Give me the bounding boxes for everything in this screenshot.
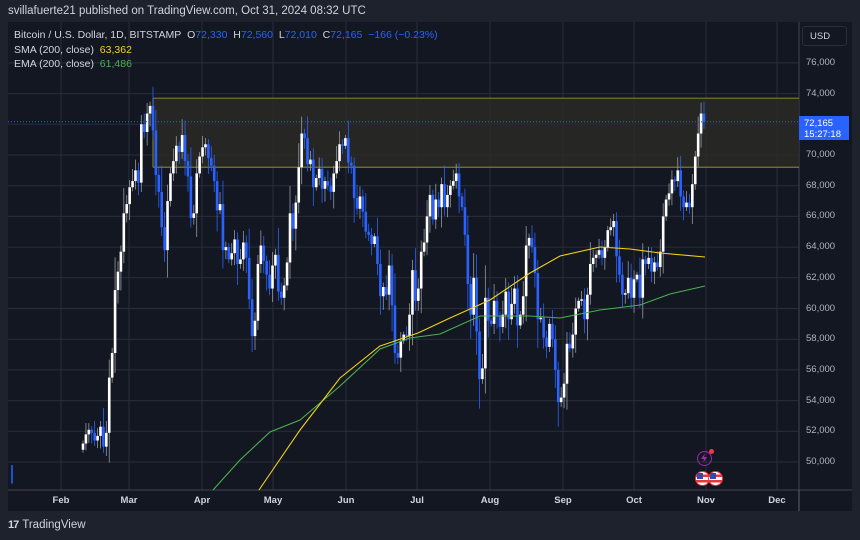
symbol-name: Bitcoin / U.S. Dollar, 1D, BITSTAMP (14, 29, 182, 41)
price-label: 66,000 (806, 210, 836, 222)
close-value: 72,165 (330, 29, 363, 41)
price-label: 58,000 (806, 333, 836, 345)
open-label: O (187, 29, 196, 41)
resistance-zone (153, 98, 799, 168)
time-label: Jun (337, 495, 355, 506)
sma-line (258, 246, 706, 491)
time-label: Feb (52, 495, 70, 506)
high-value: 72,560 (240, 29, 273, 41)
time-label: Aug (480, 495, 500, 506)
footer: 17 TradingView (8, 519, 86, 531)
brand-name[interactable]: TradingView (22, 519, 86, 531)
price-label: 62,000 (806, 271, 836, 283)
notification-dot (709, 449, 714, 454)
price-label: 68,000 (806, 179, 836, 191)
price-label: 54,000 (806, 394, 836, 406)
flag-canton (710, 473, 716, 479)
change-value: −166 (−0.23%) (368, 29, 438, 41)
price-label: 50,000 (806, 456, 836, 467)
time-label: Mar (120, 495, 138, 506)
chart-pane[interactable] (8, 22, 852, 511)
price-label: 64,000 (806, 241, 836, 253)
price-label: 70,000 (806, 149, 836, 160)
time-label: Dec (768, 495, 786, 506)
chart-legend: Bitcoin / U.S. Dollar, 1D, BITSTAMP O72,… (14, 28, 438, 72)
sma-label: SMA (200, close) (14, 43, 94, 56)
ema-legend[interactable]: EMA (200, close) 61,486 (14, 57, 438, 72)
sma-value: 63,362 (99, 43, 132, 56)
ema-label: EMA (200, close) (14, 58, 94, 70)
ema-value: 61,486 (99, 58, 132, 70)
lightning-event-icon[interactable] (697, 449, 714, 466)
bar-countdown: 15:27:18 (804, 129, 841, 140)
price-label: 52,000 (806, 425, 836, 437)
low-label: L (278, 29, 285, 41)
low-value: 72,010 (284, 29, 317, 41)
lightning-icon (701, 453, 707, 463)
sma-legend[interactable]: SMA (200, close) 63,362 (14, 43, 438, 58)
current-price-tag: 72,165 15:27:18 (799, 116, 849, 140)
time-label: Apr (193, 495, 211, 506)
tradingview-logo-icon[interactable]: 17 (8, 519, 19, 531)
symbol-legend[interactable]: Bitcoin / U.S. Dollar, 1D, BITSTAMP O72,… (14, 28, 438, 43)
ema-line (212, 285, 706, 491)
time-label: May (263, 495, 283, 506)
price-label: 76,000 (806, 56, 836, 68)
price-label: 60,000 (806, 302, 836, 314)
publish-info: svillafuerte21 published on TradingView.… (8, 5, 366, 17)
high-label: H (233, 29, 241, 41)
price-label: 56,000 (806, 363, 836, 375)
price-label: 74,000 (806, 87, 836, 99)
candlestick-chart[interactable] (8, 22, 852, 511)
time-label: Oct (626, 495, 642, 506)
time-label: Sep (554, 495, 572, 506)
open-value: 72,330 (195, 29, 228, 41)
flag-canton (697, 473, 703, 479)
close-label: C (322, 29, 331, 41)
time-label: Jul (410, 495, 424, 506)
current-price: 72,165 (804, 118, 834, 129)
time-label: Nov (697, 495, 715, 506)
currency-button[interactable]: USD (802, 26, 847, 46)
candles (81, 86, 706, 463)
us-flag-event-icon-2[interactable] (708, 471, 723, 486)
